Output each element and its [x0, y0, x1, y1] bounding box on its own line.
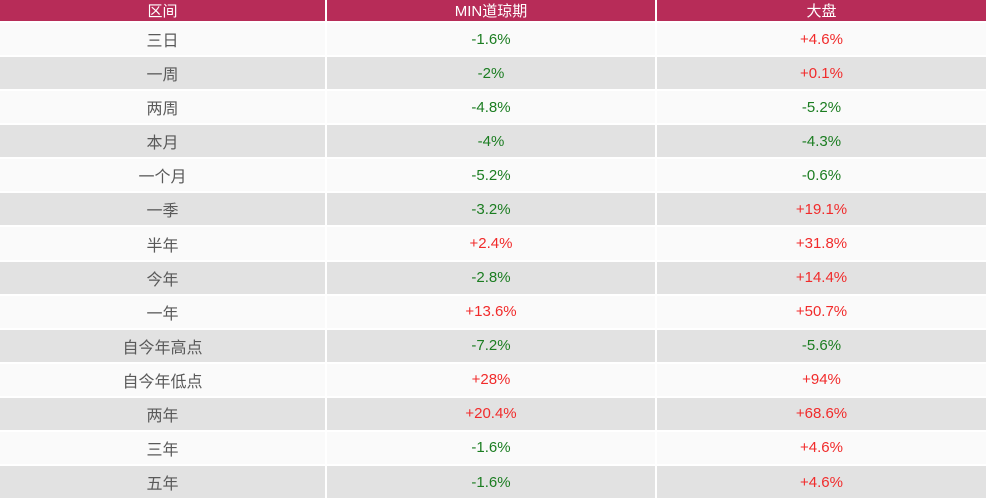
min-dow-cell: +13.6% [325, 293, 657, 330]
interval-cell: 两周 [0, 89, 327, 126]
market-cell: +50.7% [655, 293, 986, 330]
min-dow-cell: -1.6% [325, 20, 657, 58]
table-row: 两周 -4.8% -5.2% [0, 89, 986, 126]
min-dow-cell: -4.8% [325, 89, 657, 126]
min-dow-cell: -1.6% [325, 429, 657, 467]
interval-cell: 一个月 [0, 157, 327, 194]
table-row: 一个月 -5.2% -0.6% [0, 157, 986, 194]
interval-cell: 两年 [0, 395, 327, 432]
min-dow-cell: -5.2% [325, 157, 657, 194]
interval-cell: 五年 [0, 464, 327, 498]
column-header-min-dow: MIN道琼期 [325, 0, 657, 23]
min-dow-cell: -3.2% [325, 191, 657, 228]
min-dow-cell: -2.8% [325, 259, 657, 296]
min-dow-cell: -2% [325, 55, 657, 92]
market-cell: +68.6% [655, 395, 986, 432]
interval-cell: 自今年高点 [0, 327, 327, 364]
market-cell: -0.6% [655, 157, 986, 194]
interval-cell: 一周 [0, 55, 327, 92]
min-dow-cell: +28% [325, 361, 657, 398]
table-row: 五年 -1.6% +4.6% [0, 464, 986, 498]
market-cell: -5.2% [655, 89, 986, 126]
interval-cell: 自今年低点 [0, 361, 327, 398]
table-row: 自今年高点 -7.2% -5.6% [0, 327, 986, 364]
table-row: 两年 +20.4% +68.6% [0, 395, 986, 432]
interval-cell: 一年 [0, 293, 327, 330]
market-cell: +4.6% [655, 429, 986, 467]
table-row: 三年 -1.6% +4.6% [0, 429, 986, 467]
min-dow-cell: +20.4% [325, 395, 657, 432]
table-row: 今年 -2.8% +14.4% [0, 259, 986, 296]
interval-cell: 三日 [0, 20, 327, 58]
table-row: 本月 -4% -4.3% [0, 123, 986, 160]
table-row: 一季 -3.2% +19.1% [0, 191, 986, 228]
market-cell: +4.6% [655, 464, 986, 498]
interval-cell: 今年 [0, 259, 327, 296]
market-cell: +4.6% [655, 20, 986, 58]
interval-cell: 半年 [0, 225, 327, 262]
interval-cell: 三年 [0, 429, 327, 467]
table-row: 自今年低点 +28% +94% [0, 361, 986, 398]
market-cell: +0.1% [655, 55, 986, 92]
min-dow-cell: -4% [325, 123, 657, 160]
market-cell: -5.6% [655, 327, 986, 364]
market-cell: +19.1% [655, 191, 986, 228]
min-dow-cell: -1.6% [325, 464, 657, 498]
table-row: 三日 -1.6% +4.6% [0, 20, 986, 58]
table-row: 一周 -2% +0.1% [0, 55, 986, 92]
market-cell: +14.4% [655, 259, 986, 296]
interval-cell: 本月 [0, 123, 327, 160]
market-cell: +94% [655, 361, 986, 398]
column-header-interval: 区间 [0, 0, 327, 23]
market-cell: +31.8% [655, 225, 986, 262]
min-dow-cell: +2.4% [325, 225, 657, 262]
market-cell: -4.3% [655, 123, 986, 160]
column-header-market: 大盘 [655, 0, 986, 23]
table-row: 一年 +13.6% +50.7% [0, 293, 986, 330]
interval-cell: 一季 [0, 191, 327, 228]
min-dow-cell: -7.2% [325, 327, 657, 364]
table-row: 半年 +2.4% +31.8% [0, 225, 986, 262]
table-header-row: 区间 MIN道琼期 大盘 [0, 0, 986, 23]
